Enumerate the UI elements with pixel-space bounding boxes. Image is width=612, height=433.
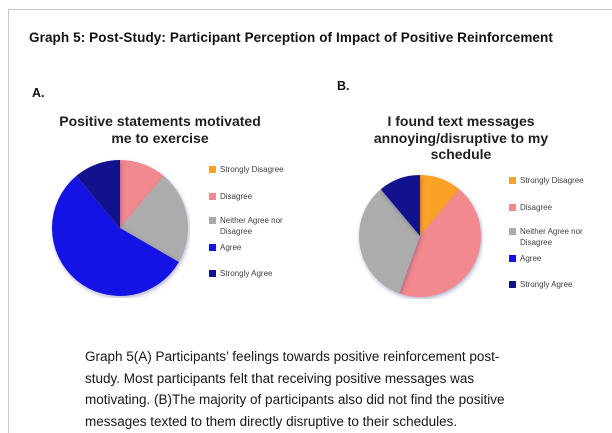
pie-chart-a <box>51 160 188 297</box>
legend-swatch-icon <box>509 228 516 235</box>
panel-a-label: A. <box>32 86 45 100</box>
pie-slice-neither-agree-nor-disagree <box>120 175 188 262</box>
pie-slice-strongly-agree <box>76 160 120 228</box>
legend-swatch-icon <box>209 270 216 277</box>
caption-line: Graph 5(A) Participants’ feelings toward… <box>85 349 500 364</box>
caption-line: motivating. (B)The majority of participa… <box>85 392 505 407</box>
legend-swatch-icon <box>509 177 516 184</box>
legend-swatch-icon <box>209 217 216 224</box>
chart-a-title: Positive statements motivated me to exer… <box>59 113 261 146</box>
legend-label: Agree <box>220 243 242 252</box>
caption-line: messages texted to them directly disrupt… <box>85 413 458 429</box>
caption-line: study. Most participants felt that recei… <box>85 370 475 386</box>
legend-label: Strongly Disagree <box>520 176 584 185</box>
pie-slice-disagree <box>399 189 481 297</box>
legend-label: Strongly Agree <box>520 280 573 289</box>
figure-caption: Graph 5(A) Participants’ feelings toward… <box>85 346 555 432</box>
legend-swatch-icon <box>509 255 516 262</box>
legend-swatch-icon <box>209 193 216 200</box>
legend-swatch-icon <box>209 166 216 173</box>
legend-label: Disagree <box>520 203 553 212</box>
legend-item-strongly-disagree: Strongly Disagree <box>509 176 596 187</box>
document-title: Graph 5: Post-Study: Participant Percept… <box>29 30 553 45</box>
chart-b-title: I found text messages annoying/disruptiv… <box>373 113 549 162</box>
legend-swatch-icon <box>509 281 516 288</box>
pie-slice-disagree <box>120 160 164 228</box>
pie-slice-neither-agree-nor-disagree <box>359 189 420 294</box>
legend-label: Strongly Agree <box>220 269 273 278</box>
legend-label: Neither Agree nor Disagree <box>520 227 583 247</box>
legend-label: Neither Agree nor Disagree <box>220 216 283 236</box>
legend-item-neither-agree-nor-disagree: Neither Agree nor Disagree <box>509 227 596 248</box>
legend-item-strongly-agree: Strongly Agree <box>209 269 296 280</box>
pie-chart-b <box>359 175 481 297</box>
pie-slice-agree <box>51 175 179 297</box>
legend-item-disagree: Disagree <box>509 203 596 214</box>
legend-swatch-icon <box>209 244 216 251</box>
legend-item-strongly-agree: Strongly Agree <box>509 280 596 291</box>
legend-label: Disagree <box>220 192 253 201</box>
page-border-left <box>8 9 9 433</box>
legend-label: Agree <box>520 254 542 263</box>
pie-slice-strongly-disagree <box>420 175 460 236</box>
legend-item-agree: Agree <box>509 254 596 265</box>
legend-item-disagree: Disagree <box>209 192 296 203</box>
panel-b-label: B. <box>337 79 350 93</box>
legend-swatch-icon <box>509 204 516 211</box>
legend-item-agree: Agree <box>209 243 296 254</box>
legend-item-neither-agree-nor-disagree: Neither Agree nor Disagree <box>209 216 296 237</box>
page-border-top <box>8 9 612 10</box>
pie-slice-strongly-agree <box>380 175 420 236</box>
legend-label: Strongly Disagree <box>220 165 284 174</box>
legend-item-strongly-disagree: Strongly Disagree <box>209 165 296 176</box>
